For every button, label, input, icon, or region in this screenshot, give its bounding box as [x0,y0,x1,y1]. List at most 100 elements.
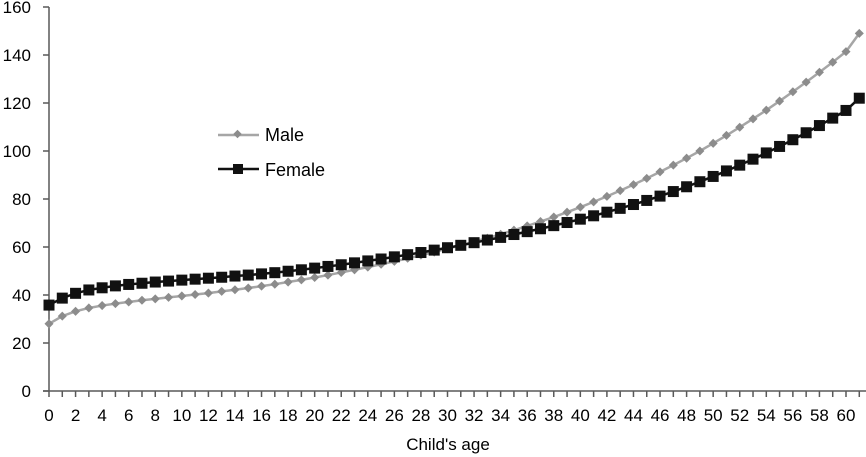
data-point [43,299,55,311]
x-tick-label: 32 [465,406,484,425]
x-tick-label: 14 [226,406,245,425]
data-point [681,181,693,193]
data-point [774,140,786,152]
data-point [588,210,600,222]
data-point [190,289,200,300]
data-point [84,303,94,313]
data-point [455,239,467,251]
x-tick-label: 58 [810,406,829,425]
data-point [110,299,120,309]
x-tick-label: 30 [438,406,457,425]
data-point [628,180,638,190]
data-point [242,269,254,281]
y-tick-label: 40 [12,286,31,305]
legend-label-male: Male [265,125,304,145]
data-point [150,294,160,304]
diamond-marker-icon [233,129,242,139]
data-point [548,220,560,232]
x-tick-label: 44 [624,406,643,425]
data-point [589,197,599,207]
data-point [149,276,161,288]
x-tick-label: 6 [124,406,133,425]
data-point [56,292,68,304]
data-point [388,251,400,263]
data-point [840,104,852,116]
x-tick-label: 4 [97,406,106,425]
x-tick-label: 12 [199,406,218,425]
data-point [641,194,653,206]
data-point [335,259,347,271]
x-tick-label: 56 [783,406,802,425]
data-point [163,275,175,287]
data-point [601,206,613,218]
y-tick-label: 80 [12,190,31,209]
x-tick-label: 40 [571,406,590,425]
data-point [309,262,321,274]
data-point [747,153,759,165]
data-point [574,213,586,225]
data-point [83,284,95,296]
x-tick-label: 2 [71,406,80,425]
data-point [787,134,799,146]
x-axis: 0 2 4 6 8 10 12 14 16 18 20 22 24 26 28 30 32 34 36 38 40 42 4… [43,390,866,425]
data-point [270,279,280,289]
data-point [707,170,719,182]
x-tick-label: 10 [172,406,191,425]
data-point [256,268,268,280]
data-point [137,295,147,305]
data-point [257,281,267,291]
data-point [534,223,546,235]
y-axis: 0 20 40 60 80 100 120 140 160 [3,0,50,401]
x-tick-label: 26 [385,406,404,425]
data-point [296,275,306,285]
data-point [203,288,213,298]
data-point [415,247,427,259]
x-tick-label: 18 [279,406,298,425]
x-tick-label: 46 [651,406,670,425]
data-point [495,231,507,243]
data-point [123,278,135,290]
data-point [853,92,865,104]
data-point [575,202,585,212]
x-tick-label: 34 [491,406,510,425]
data-point [402,249,414,261]
x-tick-label: 20 [305,406,324,425]
data-point [521,226,533,238]
data-point [70,287,82,299]
legend: Male Female [218,125,325,180]
data-point [57,311,67,321]
data-point [44,319,54,329]
data-point [229,270,241,282]
series-layer [43,28,865,329]
data-point [230,285,240,295]
x-tick-label: 16 [252,406,271,425]
data-point [164,292,174,302]
data-point [349,257,361,269]
square-marker-icon [233,164,243,174]
data-point [655,167,665,177]
data-point [694,176,706,188]
data-point [760,147,772,159]
data-point [615,186,625,196]
x-tick-label: 36 [518,406,537,425]
data-point [283,277,293,287]
data-point [682,153,692,163]
x-tick-label: 60 [837,406,856,425]
data-point [96,282,108,294]
data-point [176,274,188,286]
y-tick-label: 20 [12,334,31,353]
data-point [788,87,798,97]
data-point [217,286,227,296]
x-tick-label: 38 [544,406,563,425]
legend-label-female: Female [265,160,325,180]
data-point [109,280,121,292]
data-point [97,301,107,311]
data-point [642,173,652,183]
data-point [827,112,839,124]
data-point [627,199,639,211]
x-tick-label: 22 [332,406,351,425]
x-tick-label: 42 [597,406,616,425]
data-point [243,283,253,293]
